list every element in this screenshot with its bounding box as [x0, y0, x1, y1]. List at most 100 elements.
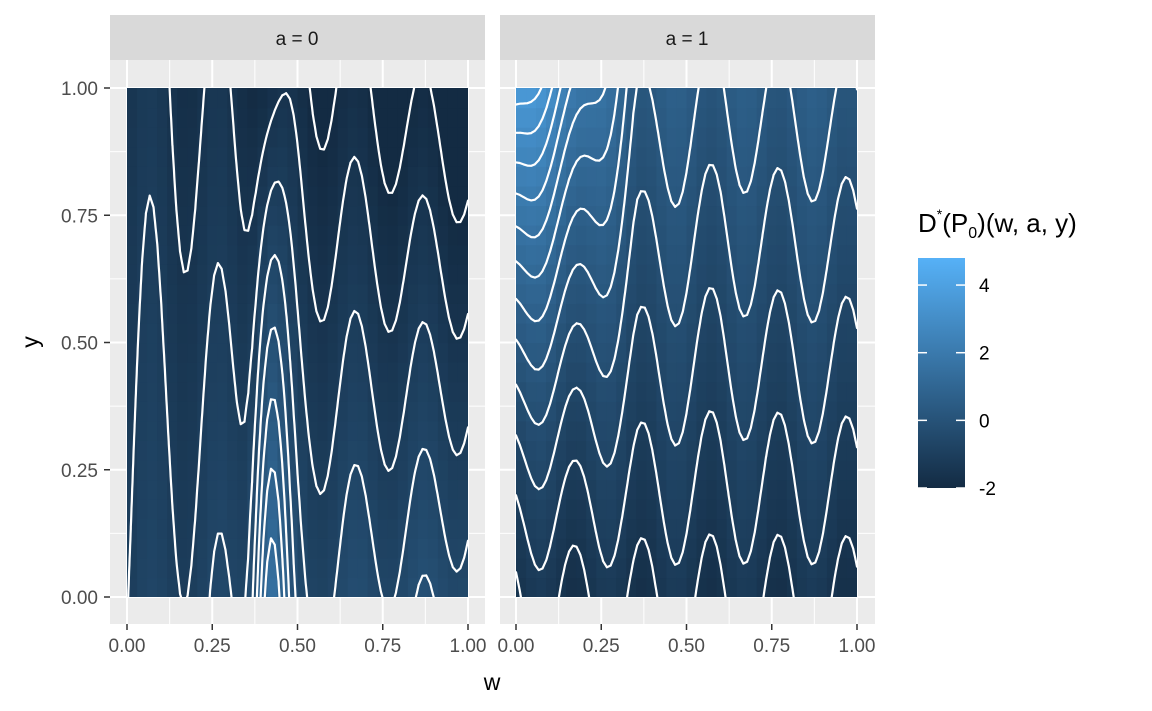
heatmap-tile [177, 557, 188, 579]
heatmap-tile [417, 342, 429, 363]
heatmap-tile [197, 127, 208, 148]
heatmap-tile [187, 499, 198, 520]
heatmap-tile [447, 127, 459, 148]
heatmap-tile [516, 381, 527, 402]
heatmap-tile [277, 499, 289, 520]
heatmap-tile [546, 459, 557, 481]
heatmap-tile [407, 264, 419, 285]
heatmap-tile [646, 225, 658, 246]
heatmap-tile [367, 342, 379, 363]
heatmap-tile [317, 499, 329, 520]
heatmap-tile [756, 381, 768, 402]
heatmap-tile [596, 303, 607, 324]
heatmap-tile [536, 538, 547, 559]
heatmap-tile [207, 244, 218, 265]
heatmap-tile [566, 362, 577, 383]
heatmap-tile [636, 107, 647, 128]
heatmap-tile [606, 538, 617, 559]
heatmap-tile [287, 322, 299, 344]
heatmap-tile [347, 401, 359, 422]
heatmap-tile [566, 88, 577, 109]
heatmap-tile [796, 381, 808, 402]
heatmap-tile [337, 322, 349, 344]
heatmap-tile [417, 244, 429, 265]
heatmap-tile [716, 283, 728, 304]
heatmap-tile [147, 538, 158, 559]
heatmap-tile [596, 264, 607, 285]
heatmap-tile [217, 538, 228, 559]
heatmap-tile [127, 342, 138, 363]
heatmap-tile [676, 381, 688, 402]
heatmap-tile [736, 244, 748, 265]
heatmap-tile [546, 401, 557, 422]
heatmap-tile [347, 185, 359, 207]
heatmap-tile [177, 420, 188, 441]
heatmap-tile [167, 577, 178, 597]
heatmap-tile [327, 146, 339, 167]
heatmap-tile [526, 362, 537, 383]
heatmap-tile [327, 225, 339, 246]
heatmap-tile [526, 381, 537, 402]
heatmap-tile [676, 362, 688, 383]
x-tick-label: 0.75 [753, 636, 790, 657]
heatmap-tile [596, 322, 607, 344]
heatmap-tile [596, 440, 607, 461]
heatmap-tile [367, 107, 379, 128]
heatmap-tile [327, 283, 339, 304]
heatmap-tile [606, 381, 617, 402]
heatmap-tile [616, 342, 627, 363]
legend-title-star: * [937, 206, 943, 222]
heatmap-tile [746, 557, 758, 579]
heatmap-tile [367, 88, 379, 109]
heatmap-tile [696, 518, 708, 539]
heatmap-tile [776, 244, 788, 265]
heatmap-tile [217, 420, 228, 441]
heatmap-tile [287, 264, 299, 285]
heatmap-tile [686, 107, 698, 128]
heatmap-tile [606, 107, 617, 128]
heatmap-tile [726, 557, 738, 579]
heatmap-tile [247, 88, 258, 109]
heatmap-tile [137, 420, 148, 441]
heatmap-tile [846, 440, 857, 461]
heatmap-tile [786, 518, 798, 539]
heatmap-tile [676, 244, 688, 265]
heatmap-tile [337, 420, 349, 441]
heatmap-tile [237, 381, 248, 402]
heatmap-tile [147, 342, 158, 363]
legend-title-zero: 0 [968, 225, 977, 242]
heatmap-tile [786, 146, 798, 167]
heatmap-tile [746, 244, 758, 265]
heatmap-tile [586, 88, 597, 109]
heatmap-tile [716, 166, 728, 187]
heatmap-tile [357, 557, 369, 579]
heatmap-tile [357, 205, 369, 226]
heatmap-tile [696, 244, 708, 265]
heatmap-tile [407, 557, 419, 579]
heatmap-tile [676, 322, 688, 344]
heatmap-tile [327, 185, 339, 207]
heatmap-tile [766, 225, 778, 246]
heatmap-tile [816, 88, 828, 109]
heatmap-tile [716, 146, 728, 167]
heatmap-tile [756, 244, 768, 265]
heatmap-tile [756, 322, 768, 344]
heatmap-tile [796, 146, 808, 167]
heatmap-tile [716, 244, 728, 265]
heatmap-tile [616, 362, 627, 383]
heatmap-tile [157, 342, 168, 363]
heatmap-tile [327, 401, 339, 422]
x-tick-label: 0.75 [364, 636, 401, 657]
heatmap-tile [227, 479, 238, 500]
heatmap-tile [227, 166, 238, 187]
heatmap-tile [676, 499, 688, 520]
heatmap-tile [177, 244, 188, 265]
heatmap-tile [556, 107, 567, 128]
heatmap-tile [706, 244, 718, 265]
heatmap-tile [846, 557, 857, 579]
heatmap-tile [716, 107, 728, 128]
heatmap-tile [217, 342, 228, 363]
heatmap-tile [536, 107, 547, 128]
heatmap-tile [447, 381, 459, 402]
